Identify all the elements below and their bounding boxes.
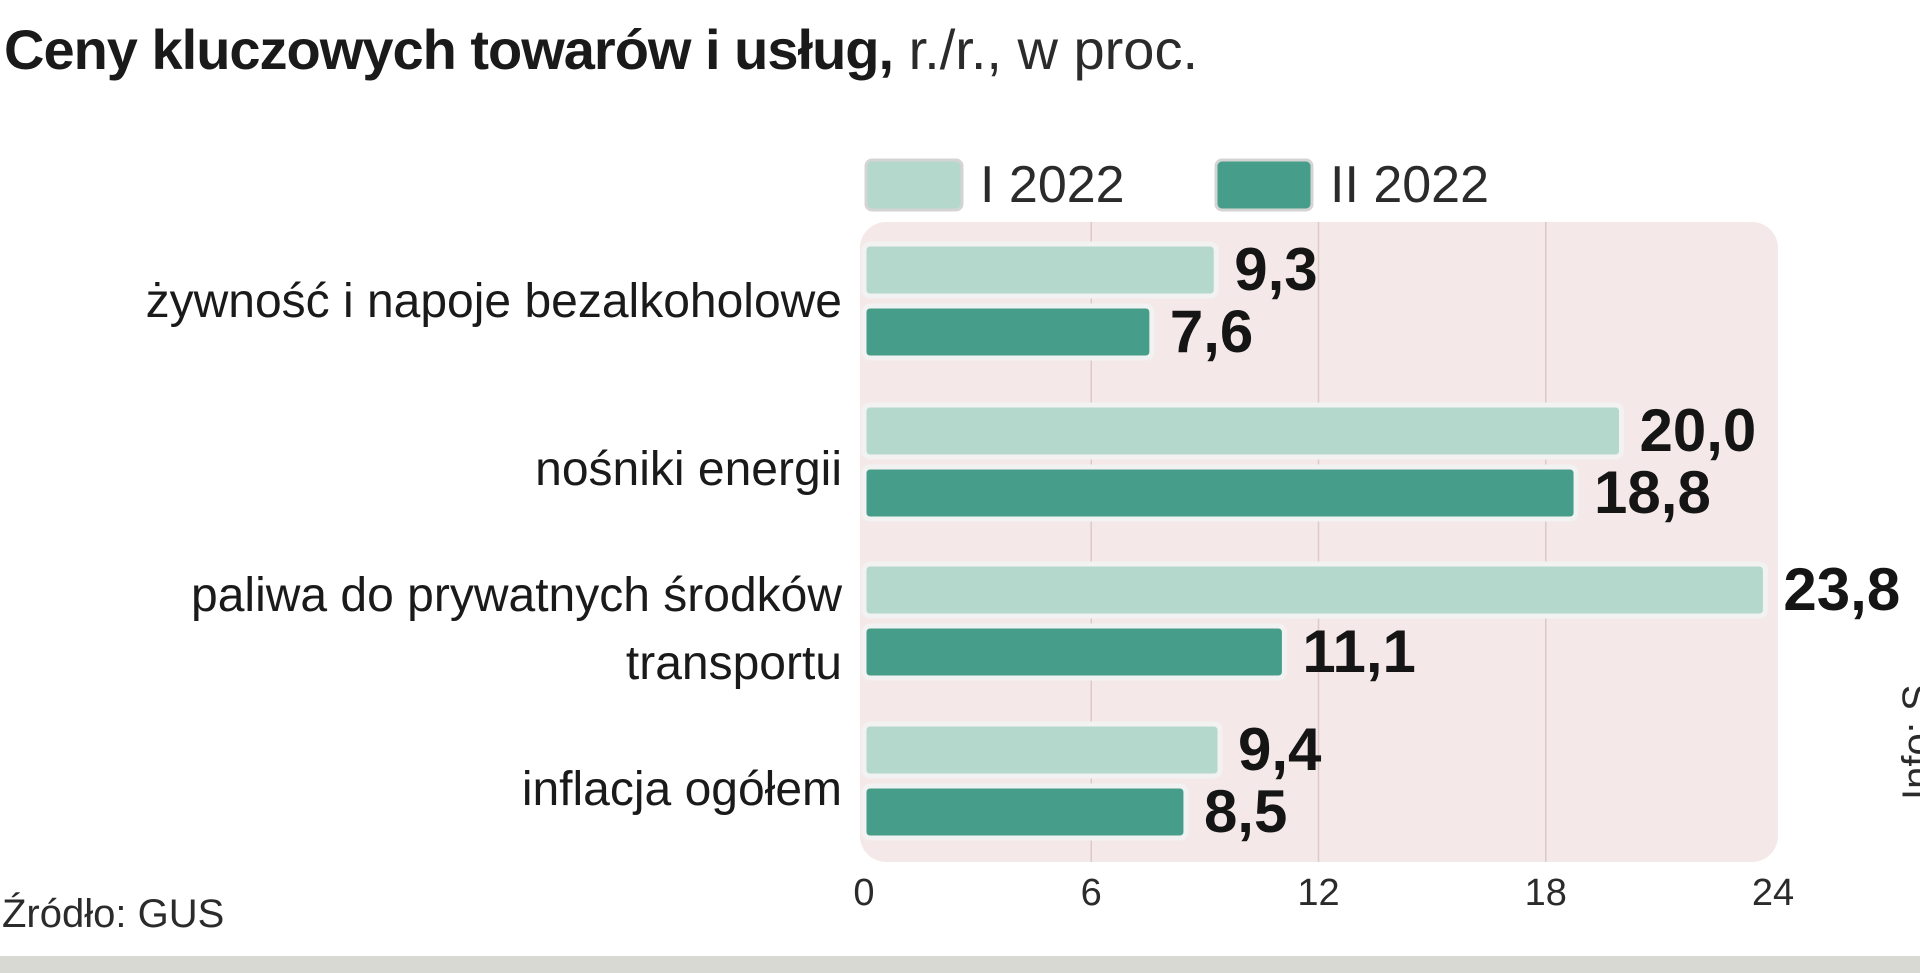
- bar-value-label: 11,1: [1302, 618, 1415, 685]
- x-tick-label: 6: [1081, 872, 1102, 914]
- bar-value-label: 20,0: [1640, 397, 1757, 464]
- bar: [861, 303, 1155, 361]
- legend-label: II 2022: [1330, 156, 1489, 214]
- credit-note: Info: S: [1895, 684, 1920, 800]
- bar: [861, 561, 1768, 619]
- category-label: nośniki energii: [535, 443, 842, 496]
- chart-title-sub: r./r., w proc.: [893, 18, 1199, 81]
- bar-value-label: 9,4: [1238, 716, 1322, 783]
- category-label: inflacja ogółem: [522, 763, 842, 816]
- bar: [861, 623, 1287, 681]
- legend-swatch: [1214, 158, 1314, 212]
- bar: [861, 721, 1223, 779]
- bar: [861, 241, 1219, 299]
- category-label: żywność i napoje bezalkoholowe: [146, 275, 842, 328]
- x-tick-label: 0: [853, 872, 874, 914]
- chart-title: Ceny kluczowych towarów i usług, r./r., …: [4, 22, 1198, 78]
- bar-value-label: 23,8: [1783, 556, 1900, 623]
- legend-label: I 2022: [980, 156, 1125, 214]
- source-note: Źródło: GUS: [2, 892, 225, 936]
- legend-swatch: [864, 158, 964, 212]
- bar: [861, 783, 1189, 841]
- bar-value-label: 9,3: [1234, 236, 1317, 303]
- bar-value-label: 18,8: [1594, 459, 1711, 526]
- chart-title-main: Ceny kluczowych towarów i usług,: [4, 18, 894, 81]
- category-label: paliwa do prywatnych środków transportu: [191, 569, 842, 690]
- x-tick-label: 24: [1752, 872, 1794, 914]
- bar-value-label: 8,5: [1204, 778, 1287, 845]
- bar: [861, 402, 1624, 460]
- x-tick-label: 18: [1525, 872, 1567, 914]
- bar: [861, 464, 1579, 522]
- x-tick-label: 12: [1297, 872, 1339, 914]
- bar-value-label: 7,6: [1170, 298, 1253, 365]
- bottom-strip: [0, 956, 1920, 973]
